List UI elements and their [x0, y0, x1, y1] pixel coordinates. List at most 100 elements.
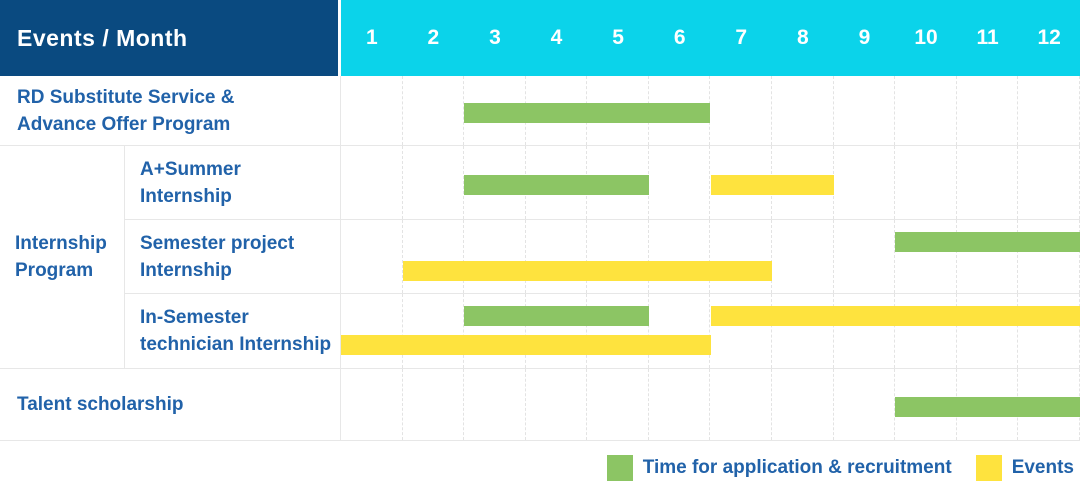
yellow-bar-month-7-to-8 [710, 174, 834, 195]
legend-item-events: Events [975, 455, 1074, 481]
legend-item-application-recruitment: Time for application & recruitment [606, 455, 952, 481]
row-label-line: Advance Offer Program [17, 113, 231, 135]
legend-yellow-swatch [975, 455, 1002, 481]
month-header-10: 10 [914, 26, 938, 49]
month-gridcell [526, 220, 588, 293]
month-gridcell [341, 369, 403, 440]
month-gridcell [403, 369, 465, 440]
row-a-summer-internship: A+Summer Internship [125, 146, 1080, 220]
month-gridcell [1018, 76, 1080, 145]
row-label-line: RD Substitute Service & [17, 86, 235, 108]
month-gridcell [772, 369, 834, 440]
legend: Time for application & recruitment Event… [0, 441, 1080, 494]
green-bar-month-3-to-5 [464, 306, 649, 326]
month-gridcell [1018, 220, 1080, 293]
green-bar-month-3-to-6 [464, 102, 711, 123]
month-gridcell [649, 220, 711, 293]
month-header-4: 4 [550, 26, 563, 49]
month-header-12: 12 [1037, 26, 1061, 49]
month-gridcell [403, 294, 465, 368]
table-title: Events / Month [17, 24, 188, 51]
month-gridcell [341, 146, 403, 219]
row-label-line: In-Semester [140, 307, 249, 328]
month-gridcell [834, 220, 896, 293]
month-gridcell [649, 146, 711, 219]
events-month-table: Events / Month 1 2 3 4 5 6 7 8 9 10 11 12 RD Substi… [0, 0, 1080, 441]
month-gridcell [403, 146, 465, 219]
month-gridcell [464, 369, 526, 440]
month-gridcell [1018, 146, 1080, 219]
yellow-bar-month-2-to-7 [402, 261, 773, 281]
row-label-a-summer-internship: A+Summer Internship [125, 146, 341, 219]
row-chart-rd-substitute [341, 76, 1080, 145]
group-label-internship-program: Internship Program [0, 146, 125, 368]
month-gridcell [526, 294, 588, 368]
row-chart-a-summer-internship [341, 146, 1080, 219]
month-gridcell [710, 294, 773, 368]
month-gridcell [341, 220, 403, 293]
internship-program-rows: A+Summer Internship Semester project Int… [125, 146, 1080, 368]
row-label-line: Semester project [140, 232, 295, 254]
month-header-11: 11 [976, 26, 999, 49]
month-gridcell [957, 146, 1019, 219]
month-header-1: 1 [365, 26, 378, 49]
month-header-8: 8 [796, 26, 809, 49]
month-gridcell [1018, 294, 1080, 368]
month-header-9: 9 [858, 26, 871, 49]
month-header-3: 3 [489, 26, 501, 49]
month-header-2: 2 [427, 26, 440, 49]
table-header-row: Events / Month 1 2 3 4 5 6 7 8 9 10 11 12 [0, 0, 1080, 76]
month-gridcell [895, 76, 957, 145]
yellow-bar-month-1-to-6 [341, 335, 711, 355]
legend-label: Events [1011, 457, 1074, 478]
row-rd-substitute: RD Substitute Service & Advance Offer Pr… [0, 76, 1080, 146]
row-chart-in-semester-technician-internship [341, 294, 1080, 368]
month-gridcell [403, 220, 465, 293]
internship-program-section: Internship Program A+Summer Internship S… [0, 146, 1080, 369]
group-label-line: Program [15, 260, 94, 281]
row-label-line: technician Internship [140, 334, 332, 355]
month-gridcell [649, 294, 711, 368]
month-gridcell [464, 220, 526, 293]
month-gridcell [772, 220, 834, 293]
month-header-7: 7 [735, 26, 748, 49]
month-gridcell [834, 76, 896, 145]
month-gridcell [587, 369, 649, 440]
row-in-semester-technician-internship: In-Semester technician Internship [125, 294, 1080, 368]
month-header-5: 5 [612, 26, 624, 49]
months-header: 1 2 3 4 5 6 7 8 9 10 11 12 [341, 0, 1080, 76]
row-label-line: Talent scholarship [17, 394, 184, 415]
month-gridcell [710, 76, 773, 145]
yellow-bar-month-7-to-12 [710, 306, 1080, 326]
month-gridcell [895, 220, 957, 293]
month-gridcell [957, 294, 1019, 368]
row-label-line: Internship [140, 259, 232, 281]
month-gridcell [834, 146, 896, 219]
month-gridcell [464, 294, 526, 368]
month-header-6: 6 [673, 26, 686, 49]
month-gridcell [403, 76, 465, 145]
green-bar-month-3-to-5 [464, 174, 649, 195]
month-gridcell [834, 369, 896, 440]
row-label-line: Internship [140, 185, 232, 207]
row-label-line: A+Summer [140, 158, 241, 180]
row-semester-project-internship: Semester project Internship [125, 220, 1080, 294]
month-gridcell [649, 369, 711, 440]
row-label-semester-project-internship: Semester project Internship [125, 220, 341, 293]
row-chart-talent-scholarship [341, 369, 1080, 440]
month-gridcell [772, 76, 834, 145]
row-label-rd-substitute: RD Substitute Service & Advance Offer Pr… [0, 76, 341, 145]
month-gridcell [710, 369, 773, 440]
row-label-talent-scholarship: Talent scholarship [0, 369, 341, 440]
row-label-in-semester-technician-internship: In-Semester technician Internship [125, 294, 341, 368]
table-title-cell: Events / Month [0, 0, 341, 76]
month-gridcell [895, 146, 957, 219]
legend-label: Time for application & recruitment [642, 457, 952, 478]
green-bar-month-10-to-12 [895, 232, 1080, 252]
month-gridcell [895, 294, 957, 368]
month-gridcell [341, 76, 403, 145]
month-gridcell [957, 76, 1019, 145]
row-chart-semester-project-internship [341, 220, 1080, 293]
row-talent-scholarship: Talent scholarship [0, 369, 1080, 441]
